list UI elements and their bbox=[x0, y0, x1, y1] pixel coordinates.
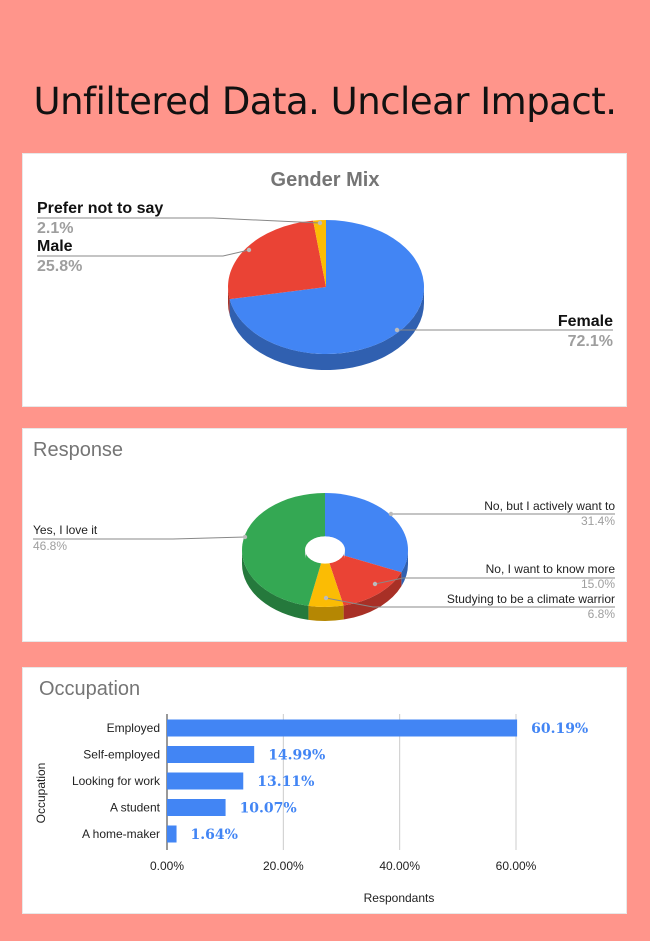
response-leader-dot-yes-i-love-it bbox=[242, 534, 248, 540]
gender-side-female bbox=[229, 287, 424, 370]
response-leader-yes-i-love-it bbox=[33, 536, 246, 540]
response-slice-no-but-i-actively-want-to bbox=[325, 493, 408, 573]
occupation-value-looking-for-work: 13.11% bbox=[257, 774, 314, 790]
response-leader-dot-no-i-want-to-know-more bbox=[372, 581, 378, 587]
occupation-card: Occupation Occupation Respondants 0.00% 2… bbox=[22, 667, 627, 914]
response-slice-studying-to-be-a-climate-warrior bbox=[308, 550, 344, 607]
response-slice-yes-i-love-it bbox=[242, 493, 325, 606]
occupation-value-a-home-maker: 1.64% bbox=[191, 827, 238, 843]
gender-label-female: Female bbox=[558, 313, 613, 330]
occupation-bar-employed bbox=[167, 719, 518, 737]
response-side-yes-i-love-it bbox=[242, 550, 309, 620]
response-label-yes-i-love-it: Yes, I love it bbox=[33, 523, 98, 537]
response-leader-dot-studying-to-be-a-climate-warrior bbox=[323, 595, 329, 601]
response-pct-studying-to-be-a-climate-warrior: 6.8% bbox=[588, 607, 616, 621]
response-pct-no-but-i-actively-want-to: 31.4% bbox=[581, 514, 615, 528]
response-label-no-i-want-to-know-more: No, I want to know more bbox=[486, 562, 616, 576]
gender-pct-female: 72.1% bbox=[568, 333, 613, 350]
gender-mix-title: Gender Mix bbox=[271, 169, 380, 191]
gender-label-prefer-not-to-say: Prefer not to say bbox=[37, 200, 163, 217]
response-label-no-but-i-actively-want-to: No, but I actively want to bbox=[484, 499, 615, 513]
response-leader-dot-no-but-i-actively-want-to bbox=[388, 511, 394, 517]
occupation-bar-a-student bbox=[167, 799, 226, 816]
occupation-category-employed: Employed bbox=[107, 721, 160, 735]
occupation-x-tick-2: 40.00% bbox=[379, 859, 420, 873]
gender-pct-male: 25.8% bbox=[37, 258, 82, 275]
gender-slice-male bbox=[228, 220, 326, 300]
gender-labels: Female 72.1% Male 25.8% Prefer not to say 2.1… bbox=[37, 200, 613, 350]
occupation-bar-a-home-maker bbox=[167, 825, 177, 843]
gender-slice-female bbox=[229, 220, 424, 354]
gender-pct-prefer-not-to-say: 2.1% bbox=[37, 220, 73, 237]
response-side-no-i-want-to-know-more bbox=[343, 572, 402, 620]
gender-side-male bbox=[228, 287, 230, 316]
response-side-studying-to-be-a-climate-warrior bbox=[308, 605, 344, 621]
response-donut bbox=[242, 493, 408, 621]
occupation-x-tick-1: 20.00% bbox=[263, 859, 304, 873]
occupation-value-employed: 60.19% bbox=[531, 721, 588, 737]
gender-pie bbox=[228, 220, 424, 370]
occupation-x-tick-3: 60.00% bbox=[496, 859, 537, 873]
response-leader-studying-to-be-a-climate-warrior bbox=[325, 597, 615, 608]
response-title: Response bbox=[33, 439, 123, 461]
occupation-value-self-employed: 14.99% bbox=[268, 748, 325, 764]
response-pct-no-i-want-to-know-more: 15.0% bbox=[581, 577, 615, 591]
occupation-gridlines: 0.00% 20.00% 40.00% 60.00% bbox=[150, 714, 537, 873]
response-slice-no-i-want-to-know-more bbox=[325, 550, 402, 606]
occupation-category-a-home-maker: A home-maker bbox=[82, 827, 160, 841]
gender-label-male: Male bbox=[37, 238, 73, 255]
response-leader-no-i-want-to-know-more bbox=[374, 577, 615, 585]
gender-slice-prefer-not-to-say bbox=[313, 220, 326, 287]
occupation-value-a-student: 10.07% bbox=[240, 801, 297, 817]
occupation-bar-looking-for-work bbox=[167, 772, 244, 790]
occupation-title: Occupation bbox=[39, 678, 140, 700]
occupation-category-a-student: A student bbox=[110, 801, 161, 815]
response-side-no-but-i-actively-want-to bbox=[401, 550, 408, 587]
page-headline: Unfiltered Data. Unclear Impact. bbox=[33, 80, 617, 123]
gender-leader-dot-prefer-not-to-say bbox=[317, 220, 323, 226]
gender-leader-male bbox=[37, 249, 250, 257]
gender-leader-dot-male bbox=[246, 247, 252, 253]
occupation-bars: Employed 60.19% Self-employed 14.99% Looking… bbox=[72, 719, 588, 843]
occupation-bar-self-employed bbox=[167, 746, 255, 763]
response-label-studying-to-be-a-climate-warrior: Studying to be a climate warrior bbox=[447, 592, 615, 606]
occupation-bar-chart: Occupation Occupation Respondants 0.00% 2… bbox=[34, 678, 588, 905]
occupation-x-axis-label: Respondants bbox=[364, 891, 435, 905]
gender-mix-card: Gender Mix Female 72.1% Male 25.8% Prefer no… bbox=[22, 153, 627, 407]
occupation-category-looking-for-work: Looking for work bbox=[72, 774, 161, 788]
response-pct-yes-i-love-it: 46.8% bbox=[33, 539, 67, 553]
occupation-x-tick-0: 0.00% bbox=[150, 859, 184, 873]
gender-mix-pie-chart: Gender Mix Female 72.1% Male 25.8% Prefer no… bbox=[37, 169, 613, 370]
response-card: Response No, but I actively want to 31.4%… bbox=[22, 428, 627, 642]
response-hole bbox=[305, 536, 345, 564]
gender-leader-dot-female bbox=[394, 327, 400, 333]
occupation-category-self-employed: Self-employed bbox=[83, 748, 160, 762]
occupation-y-axis-label: Occupation bbox=[34, 763, 48, 824]
gender-leader-prefer-not-to-say bbox=[37, 217, 321, 224]
response-donut-chart: Response No, but I actively want to31.4%… bbox=[33, 439, 615, 621]
